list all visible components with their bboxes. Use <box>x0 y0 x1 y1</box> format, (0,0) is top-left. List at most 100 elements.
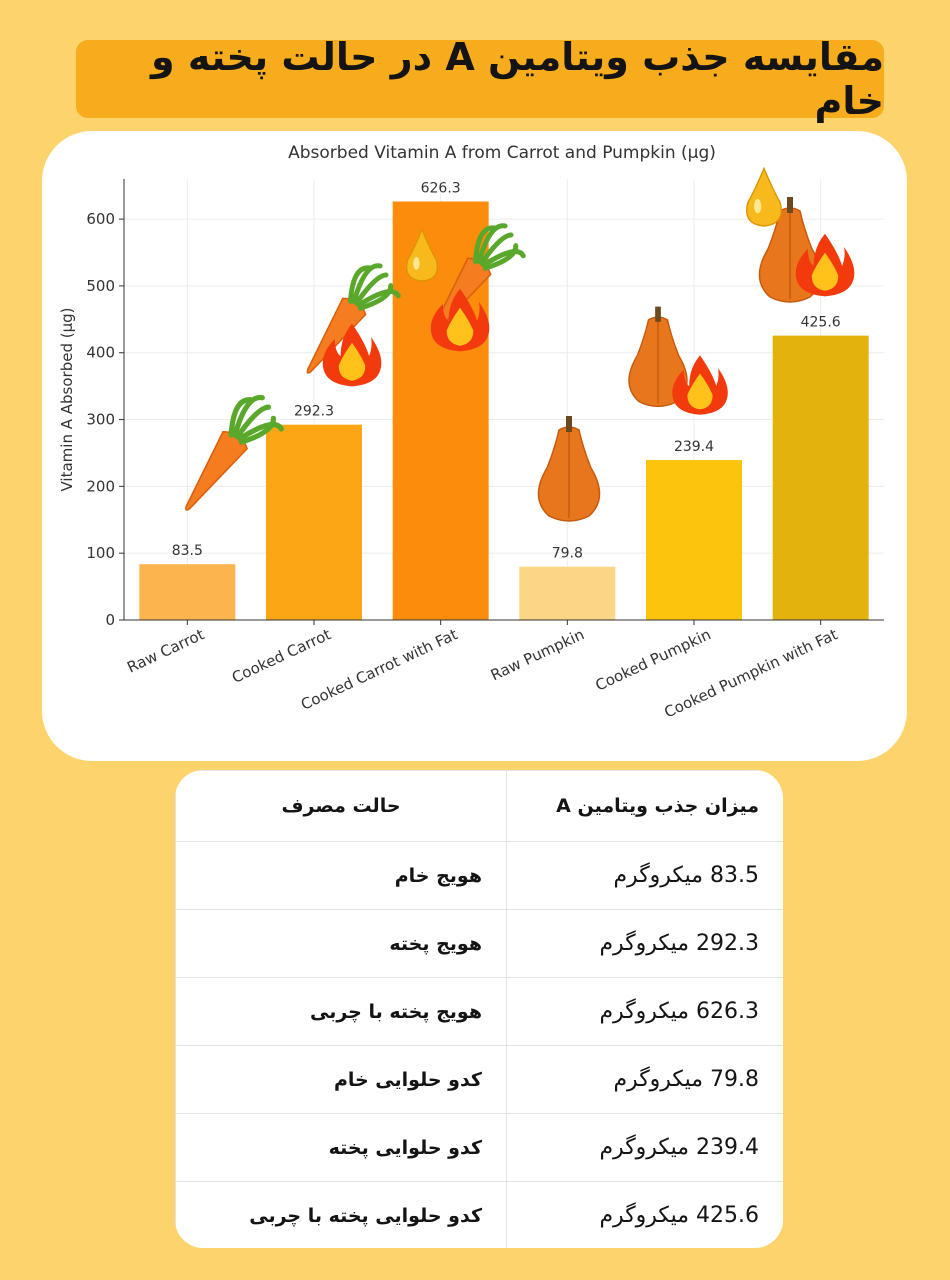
x-tick-label: Cooked Pumpkin <box>593 625 714 694</box>
data-label: 292.3 <box>294 404 334 420</box>
amount-unit: میکروگرم <box>599 1135 690 1160</box>
flame-shape <box>322 323 382 387</box>
flame-shape <box>430 288 490 352</box>
carrot-with-fat-icon <box>406 223 526 352</box>
carrot-leaf <box>351 263 383 304</box>
data-table-card: میزان جذب ویتامین A حالت مصرف 83.5 میکرو… <box>175 770 783 1248</box>
state-cell: کدو حلوایی خام <box>175 1045 507 1114</box>
data-label: 239.4 <box>674 439 714 455</box>
table-row: 425.6 میکروگرم کدو حلوایی پخته با چربی <box>175 1181 783 1248</box>
amount-unit: میکروگرم <box>613 863 704 888</box>
pumpkin-stem <box>566 416 572 432</box>
bar-cooked-carrot <box>266 424 362 620</box>
data-label: 626.3 <box>421 181 461 197</box>
state-cell: هویج خام <box>175 841 507 910</box>
carrot-icon <box>185 394 284 511</box>
state-cell: هویج پخته با چربی <box>175 977 507 1046</box>
y-tick-label: 600 <box>86 210 115 228</box>
amount-unit: میکروگرم <box>599 931 690 956</box>
table-row: 239.4 میکروگرم کدو حلوایی پخته <box>175 1113 783 1182</box>
bar-carrot <box>139 564 236 620</box>
bar-cooked-pumpkin <box>646 460 742 620</box>
carrot-leaf <box>237 421 284 442</box>
flame-inner <box>811 252 839 291</box>
table-row: 292.3 میکروگرم هویج پخته <box>175 909 783 978</box>
bar-pumpkin-with-fat <box>772 335 869 620</box>
data-label: 425.6 <box>801 315 841 331</box>
cooked-carrot-icon <box>306 263 401 387</box>
carrot-leaf <box>234 404 272 440</box>
amount-value: 292.3 <box>696 931 759 956</box>
carrot-leaf <box>347 265 372 304</box>
y-tick-label: 300 <box>86 411 115 429</box>
table-row: 83.5 میکروگرم هویج خام <box>175 841 783 910</box>
amount-cell: 239.4 میکروگرم <box>506 1113 783 1182</box>
amount-value: 239.4 <box>696 1135 759 1160</box>
flame-inner <box>338 342 366 381</box>
header-state: حالت مصرف <box>175 770 507 842</box>
y-tick-label: 0 <box>105 611 115 629</box>
amount-cell: 83.5 میکروگرم <box>506 841 783 910</box>
title-banner: مقایسه جذب ویتامین A در حالت پخته و خام <box>76 35 884 123</box>
decorative-icons <box>185 166 855 522</box>
chart-card: 0 100 200 300 400 500 600 83.5 292.3 626.3 79.8 239… <box>42 131 907 761</box>
carrot-leaf <box>356 289 401 308</box>
carrot-shape <box>306 263 401 374</box>
state-cell: هویج پخته <box>175 909 507 978</box>
state-cell: کدو حلوایی پخته با چربی <box>175 1181 507 1248</box>
carrot-leaf <box>479 232 514 266</box>
amount-cell: 292.3 میکروگرم <box>506 909 783 978</box>
pumpkin-shape <box>537 416 601 522</box>
x-tick-label: Cooked Carrot <box>229 625 334 687</box>
table-header-row: میزان جذب ویتامین A حالت مصرف <box>175 770 783 842</box>
table-row: 79.8 میکروگرم کدو حلوایی خام <box>175 1045 783 1114</box>
pumpkin-with-fat-icon <box>746 166 855 303</box>
amount-value: 626.3 <box>696 999 759 1024</box>
x-tick-label: Raw Pumpkin <box>488 625 587 684</box>
carrot-leaf <box>476 223 508 264</box>
amount-unit: میکروگرم <box>599 1203 690 1228</box>
oil-drop-shape <box>746 166 782 227</box>
oil-drop-shape <box>406 228 438 282</box>
pumpkin-stem <box>787 197 793 213</box>
pumpkin-shape <box>628 306 688 408</box>
carrot-leaf <box>482 243 519 271</box>
data-label: 83.5 <box>172 543 203 559</box>
state-cell: کدو حلوایی پخته <box>175 1113 507 1182</box>
data-label: 79.8 <box>552 546 583 562</box>
data-table: میزان جذب ویتامین A حالت مصرف 83.5 میکرو… <box>175 770 783 1248</box>
amount-value: 83.5 <box>710 863 759 888</box>
page-title: مقایسه جذب ویتامین A در حالت پخته و خام <box>151 35 884 123</box>
carrot-leaf <box>238 415 277 445</box>
carrot-shape <box>185 394 284 511</box>
bar-pumpkin <box>519 566 616 620</box>
pumpkin-icon <box>537 416 601 522</box>
amount-unit: میکروگرم <box>599 999 690 1024</box>
carrot-leaf <box>472 225 497 264</box>
table-row: 626.3 میکروگرم هویج پخته با چربی <box>175 977 783 1046</box>
amount-value: 79.8 <box>710 1067 759 1092</box>
carrot-leaf <box>481 249 526 268</box>
chart-title: Absorbed Vitamin A from Carrot and Pumpk… <box>288 143 716 163</box>
carrot-leaf <box>357 283 394 311</box>
carrot-leaf <box>232 394 265 438</box>
carrot-body <box>185 430 249 511</box>
flame-inner <box>687 373 713 410</box>
y-tick-label: 400 <box>86 344 115 362</box>
amount-cell: 626.3 میکروگرم <box>506 977 783 1046</box>
bar-chart: 0 100 200 300 400 500 600 83.5 292.3 626.3 79.8 239… <box>58 143 884 721</box>
pumpkin-stem <box>655 306 661 322</box>
oil-drop-highlight <box>413 257 420 270</box>
amount-cell: 79.8 میکروگرم <box>506 1045 783 1114</box>
y-axis-label: Vitamin A Absorbed (µg) <box>58 307 76 491</box>
oil-drop-body <box>746 166 782 227</box>
oil-drop-highlight <box>754 199 762 214</box>
y-tick-label: 200 <box>86 477 115 495</box>
amount-value: 425.6 <box>696 1203 759 1228</box>
carrot-leaf <box>228 397 254 438</box>
cooked-pumpkin-icon <box>628 306 728 415</box>
amount-cell: 425.6 میکروگرم <box>506 1181 783 1248</box>
y-tick-label: 100 <box>86 544 115 562</box>
amount-unit: میکروگرم <box>613 1067 704 1092</box>
flame-inner <box>446 307 474 346</box>
